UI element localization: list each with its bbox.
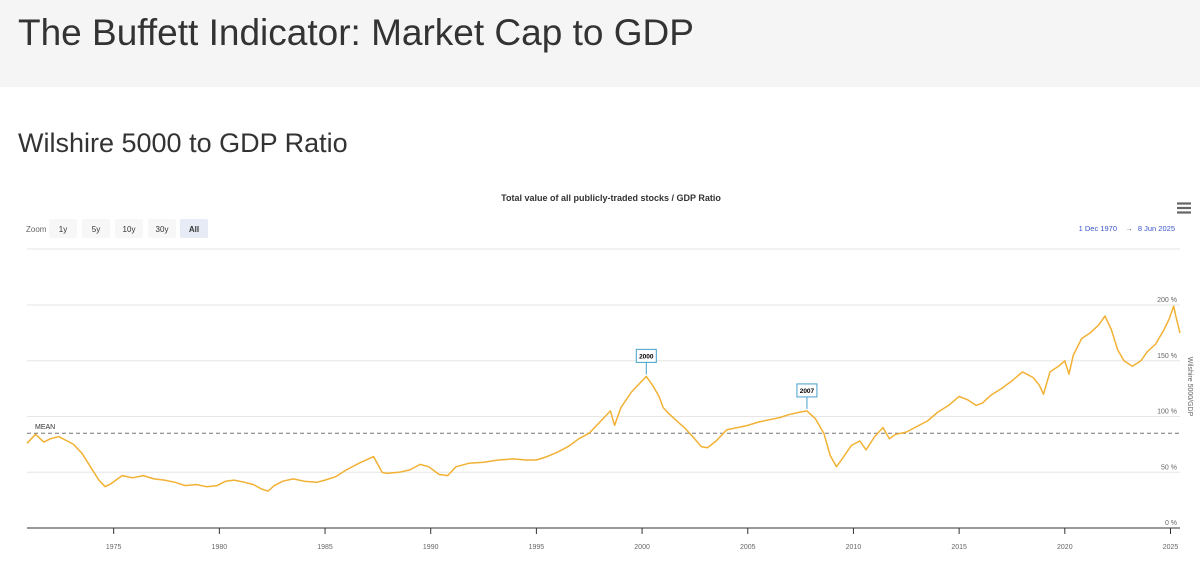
x-tick-label: 1975 (106, 544, 122, 551)
flag-label: 2000 (639, 353, 654, 360)
zoom-button-label: 1y (59, 225, 67, 234)
x-tick-label: 2010 (846, 544, 862, 551)
zoom-button-10y[interactable]: 10y (115, 219, 143, 238)
flag-label: 2007 (800, 388, 815, 395)
flag-2007[interactable]: 2007 (796, 383, 818, 409)
zoom-button-label: 10y (123, 225, 136, 234)
zoom-label: Zoom (26, 225, 47, 234)
range-arrow: → (1125, 224, 1133, 233)
zoom-button-label: 5y (92, 225, 100, 234)
zoom-button-30y[interactable]: 30y (148, 219, 176, 238)
x-tick-label: 2025 (1163, 544, 1179, 551)
zoom-button-label: All (189, 225, 199, 234)
zoom-button-bg (82, 219, 110, 238)
y-tick-label: 150 % (1157, 353, 1177, 360)
zoom-button-bg (115, 219, 143, 238)
x-tick-label: 1985 (317, 544, 333, 551)
series-line[interactable] (26, 305, 1181, 492)
page-header: The Buffett Indicator: Market Cap to GDP (0, 0, 1200, 87)
zoom-button-bg (49, 219, 77, 238)
x-tick-label: 1995 (529, 544, 545, 551)
zoom-button-label: 30y (156, 225, 169, 234)
x-tick-label: 1990 (423, 544, 439, 551)
flag-box (635, 348, 657, 363)
zoom-button-1y[interactable]: 1y (49, 219, 77, 238)
y-tick-label: 200 % (1157, 297, 1177, 304)
y-axis-title: Wilshire 5000/GDP (1186, 357, 1193, 417)
zoom-button-all[interactable]: All (180, 219, 208, 238)
hamburger-menu-icon (1177, 202, 1191, 214)
range-from[interactable]: 1 Dec 1970 (1079, 224, 1117, 233)
menu-button[interactable] (1170, 198, 1198, 220)
x-tick-label: 2005 (740, 544, 756, 551)
page-title: The Buffett Indicator: Market Cap to GDP (18, 12, 694, 53)
zoom-button-bg (148, 219, 176, 238)
x-tick-label: 2015 (951, 544, 967, 551)
zoom-button-5y[interactable]: 5y (82, 219, 110, 238)
flag-box (796, 383, 818, 398)
x-tick-label: 2020 (1057, 544, 1073, 551)
y-tick-label: 50 % (1161, 464, 1177, 471)
section-title: Wilshire 5000 to GDP Ratio (18, 128, 348, 158)
zoom-button-bg (180, 219, 208, 238)
x-tick-label: 2000 (634, 544, 650, 551)
x-tick-label: 1980 (212, 544, 228, 551)
y-tick-label: 0 % (1165, 520, 1177, 527)
range-to[interactable]: 8 Jun 2025 (1138, 224, 1175, 233)
chart-title: Total value of all publicly-traded stock… (501, 193, 721, 203)
mean-label: MEAN (35, 424, 55, 431)
flag-2000[interactable]: 2000 (635, 348, 657, 375)
y-tick-label: 100 % (1157, 409, 1177, 416)
